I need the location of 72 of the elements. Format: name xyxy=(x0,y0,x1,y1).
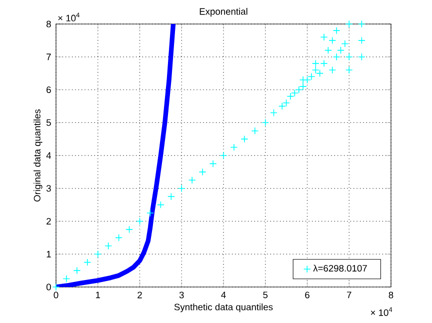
y-tick-label: 6 xyxy=(46,86,51,94)
point xyxy=(115,234,123,242)
point xyxy=(328,36,336,44)
x-tick-label: 6 xyxy=(305,292,310,298)
y-tick-label: 5 xyxy=(46,119,51,126)
point xyxy=(104,242,112,250)
point xyxy=(358,36,366,44)
point xyxy=(84,258,92,266)
x-tick-label: 0 xyxy=(54,292,58,298)
y-tick-label: 3 xyxy=(46,185,51,192)
point xyxy=(341,40,349,48)
point xyxy=(299,82,307,90)
point xyxy=(345,20,353,28)
text: × 10$^{4}$ xyxy=(58,12,80,22)
point xyxy=(332,53,340,61)
y-tick-label: 4 xyxy=(46,152,52,159)
y-axis-title: Original data quantiles xyxy=(34,109,42,202)
point xyxy=(320,33,328,41)
point xyxy=(320,60,328,68)
x-tick-label: 7 xyxy=(347,292,352,298)
point xyxy=(290,89,298,97)
point xyxy=(345,53,353,61)
point xyxy=(198,168,206,176)
point xyxy=(209,160,217,168)
x-tick-label: 8 xyxy=(388,292,394,298)
point xyxy=(146,209,154,217)
point xyxy=(295,86,303,94)
x-tick-label: 4 xyxy=(221,292,226,298)
x-tick-label: 3 xyxy=(179,292,184,298)
point xyxy=(126,226,134,234)
point xyxy=(332,26,340,34)
point xyxy=(312,60,320,68)
y-tick-label: 1 xyxy=(46,250,51,258)
point xyxy=(262,118,270,126)
chart-title: Exponential xyxy=(200,8,248,17)
point xyxy=(328,66,336,74)
legend-label: λ=6298.0107 xyxy=(313,264,367,272)
y-tick-label: 8 xyxy=(46,20,51,28)
y-tick-label: 7 xyxy=(46,54,51,60)
x-tick-label: 1 xyxy=(96,292,100,298)
point xyxy=(167,192,175,200)
point xyxy=(251,127,259,135)
point xyxy=(337,46,344,54)
point xyxy=(286,92,294,100)
y-tick-label: 2 xyxy=(46,218,51,224)
point xyxy=(52,283,60,291)
point xyxy=(308,72,316,80)
point xyxy=(94,250,102,258)
point xyxy=(358,20,366,28)
x-tick-label: 5 xyxy=(263,292,268,298)
text: × 10$^{4}$ xyxy=(370,307,392,316)
point xyxy=(136,218,144,225)
point xyxy=(62,275,70,282)
point xyxy=(358,53,366,61)
line-series xyxy=(56,24,176,287)
point xyxy=(73,266,81,274)
point xyxy=(156,201,164,209)
point xyxy=(178,184,186,192)
point xyxy=(220,152,228,160)
point xyxy=(345,66,353,74)
point xyxy=(299,76,307,84)
y-tick-label: 0 xyxy=(46,284,51,290)
x-tick-label: 2 xyxy=(138,292,142,298)
point xyxy=(282,99,290,107)
point xyxy=(270,109,278,116)
point xyxy=(278,102,286,110)
x-axis-title: Synthetic data quantiles xyxy=(174,303,273,312)
point xyxy=(324,46,332,54)
point xyxy=(304,76,311,84)
point xyxy=(188,176,196,184)
point xyxy=(240,135,248,143)
point xyxy=(230,144,238,152)
